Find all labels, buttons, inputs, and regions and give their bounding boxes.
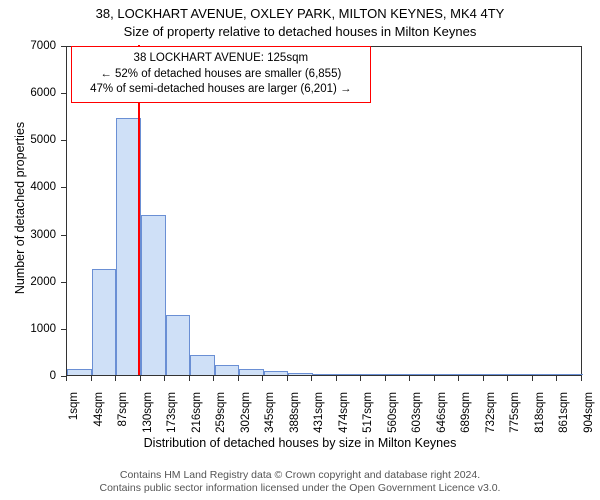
y-tick-label: 4000 (0, 181, 56, 193)
x-tick-mark (213, 376, 214, 381)
x-tick-label: 904sqm (583, 392, 595, 440)
histogram-bar (436, 374, 461, 375)
y-tick-mark (61, 282, 66, 283)
chart-title-line1: 38, LOCKHART AVENUE, OXLEY PARK, MILTON … (0, 6, 600, 21)
y-tick-label: 3000 (0, 229, 56, 241)
y-tick-mark (61, 187, 66, 188)
chart-container: 38, LOCKHART AVENUE, OXLEY PARK, MILTON … (0, 0, 600, 500)
histogram-bar (337, 374, 362, 375)
histogram-bar (411, 374, 436, 375)
histogram-bar (534, 374, 559, 375)
y-tick-label: 6000 (0, 87, 56, 99)
x-tick-mark (483, 376, 484, 381)
x-tick-label: 130sqm (142, 392, 154, 440)
x-tick-label: 560sqm (387, 392, 399, 440)
x-tick-label: 689sqm (460, 392, 472, 440)
histogram-bar (509, 374, 534, 375)
y-tick-label: 7000 (0, 40, 56, 52)
x-tick-mark (434, 376, 435, 381)
x-tick-label: 603sqm (411, 392, 423, 440)
histogram-bar (166, 315, 191, 375)
annotation-box: 38 LOCKHART AVENUE: 125sqm ← 52% of deta… (71, 46, 371, 103)
histogram-bar (460, 374, 485, 375)
x-tick-label: 474sqm (338, 392, 350, 440)
x-tick-mark (360, 376, 361, 381)
x-tick-label: 173sqm (166, 392, 178, 440)
x-tick-mark (458, 376, 459, 381)
histogram-bar (386, 374, 411, 375)
x-tick-mark (189, 376, 190, 381)
x-tick-mark (336, 376, 337, 381)
x-tick-label: 388sqm (289, 392, 301, 440)
y-tick-label: 0 (0, 370, 56, 382)
y-tick-mark (61, 329, 66, 330)
x-tick-label: 1sqm (68, 392, 80, 440)
x-tick-label: 216sqm (191, 392, 203, 440)
y-tick-mark (61, 140, 66, 141)
x-tick-mark (287, 376, 288, 381)
y-tick-mark (61, 93, 66, 94)
footer-line2: Contains public sector information licen… (0, 482, 600, 496)
y-tick-mark (61, 46, 66, 47)
x-tick-mark (385, 376, 386, 381)
x-tick-mark (66, 376, 67, 381)
x-tick-label: 732sqm (485, 392, 497, 440)
x-tick-mark (581, 376, 582, 381)
y-tick-label: 2000 (0, 276, 56, 288)
footer-line1: Contains HM Land Registry data © Crown c… (0, 469, 600, 483)
histogram-bar (485, 374, 510, 375)
x-tick-label: 302sqm (240, 392, 252, 440)
y-tick-label: 1000 (0, 323, 56, 335)
x-tick-mark (507, 376, 508, 381)
x-tick-label: 818sqm (534, 392, 546, 440)
histogram-bar (190, 355, 215, 375)
y-tick-label: 5000 (0, 134, 56, 146)
x-tick-mark (140, 376, 141, 381)
histogram-bar (288, 373, 313, 375)
histogram-bar (239, 369, 264, 375)
x-tick-label: 517sqm (362, 392, 374, 440)
x-tick-mark (311, 376, 312, 381)
histogram-bar (313, 374, 338, 375)
histogram-bar (362, 374, 387, 375)
x-tick-mark (556, 376, 557, 381)
histogram-bar (558, 374, 583, 375)
x-tick-mark (238, 376, 239, 381)
x-tick-label: 861sqm (558, 392, 570, 440)
x-tick-label: 431sqm (313, 392, 325, 440)
histogram-bar (141, 215, 166, 375)
x-tick-mark (532, 376, 533, 381)
x-tick-label: 646sqm (436, 392, 448, 440)
x-tick-mark (164, 376, 165, 381)
x-tick-mark (115, 376, 116, 381)
histogram-bar (92, 269, 117, 375)
annotation-line3: 47% of semi-detached houses are larger (… (78, 82, 364, 98)
x-tick-mark (262, 376, 263, 381)
x-tick-label: 87sqm (117, 392, 129, 440)
annotation-line1: 38 LOCKHART AVENUE: 125sqm (78, 51, 364, 67)
x-tick-mark (91, 376, 92, 381)
x-tick-mark (409, 376, 410, 381)
histogram-bar (67, 369, 92, 375)
x-tick-label: 44sqm (93, 392, 105, 440)
histogram-bar (215, 365, 240, 375)
x-tick-label: 345sqm (264, 392, 276, 440)
chart-title-line2: Size of property relative to detached ho… (0, 24, 600, 39)
x-tick-label: 775sqm (509, 392, 521, 440)
histogram-bar (264, 371, 289, 375)
annotation-line2: ← 52% of detached houses are smaller (6,… (78, 67, 364, 83)
y-tick-mark (61, 235, 66, 236)
x-tick-label: 259sqm (215, 392, 227, 440)
footer-attribution: Contains HM Land Registry data © Crown c… (0, 469, 600, 496)
